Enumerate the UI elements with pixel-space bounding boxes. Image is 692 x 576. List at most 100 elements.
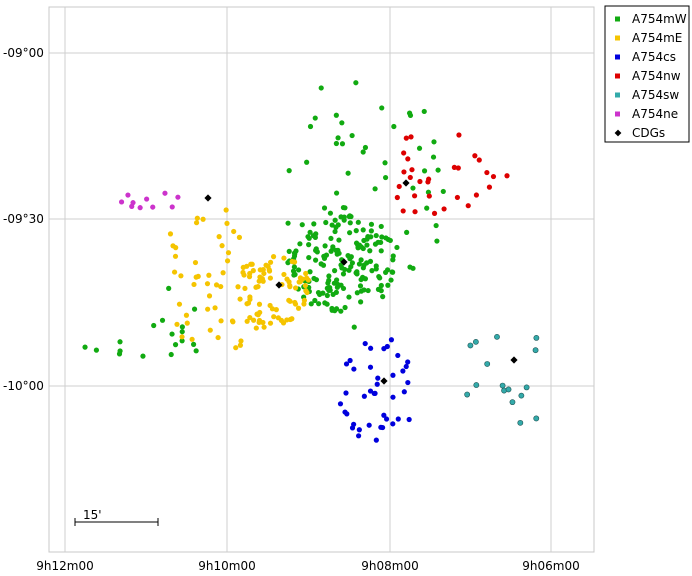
point-a754sw	[464, 391, 471, 398]
point-a754cs	[362, 340, 368, 347]
point-a754mw	[358, 299, 364, 305]
point-a754mw	[353, 228, 359, 234]
axis-ticks: 9h12m00 9h10m00 9h08m00 9h06m00 -09°00 -09°30…	[3, 46, 580, 573]
point-a754me	[261, 270, 267, 277]
point-a754me	[297, 279, 303, 285]
point-a754mw	[193, 348, 199, 354]
point-a754me	[292, 285, 299, 291]
point-a754mw	[345, 170, 351, 176]
point-a754mw	[339, 120, 345, 126]
point-a754cs	[406, 416, 412, 423]
cdg-marker	[402, 179, 410, 187]
point-a754mw	[93, 347, 100, 353]
point-a754mw	[117, 339, 123, 345]
x-tick-label: 9h12m00	[36, 559, 93, 573]
point-a754mw	[191, 306, 198, 312]
point-a754mw	[321, 205, 328, 211]
point-a754mw	[151, 322, 157, 329]
point-a754mw	[431, 139, 437, 145]
legend-label-a754sw: A754sw	[632, 88, 679, 102]
point-a754cs	[379, 424, 386, 431]
point-a754mw	[311, 275, 317, 282]
point-a754sw	[467, 342, 474, 349]
point-a754sw	[472, 338, 479, 345]
point-a754mw	[315, 289, 322, 296]
point-a754mw	[378, 282, 384, 289]
point-a754cs	[367, 364, 374, 370]
point-a754mw	[335, 135, 341, 141]
point-a754sw	[509, 399, 516, 406]
point-a754me	[261, 324, 267, 330]
point-a754mw	[340, 204, 347, 211]
x-tick-label: 9h08m00	[361, 559, 418, 573]
point-a754me	[254, 311, 260, 317]
point-a754mw	[377, 275, 383, 281]
point-a754me	[242, 285, 248, 292]
point-a754cs	[347, 357, 353, 364]
point-a754mw	[375, 286, 382, 292]
point-a754nw	[476, 157, 482, 163]
plot-frame	[48, 6, 595, 553]
point-a754ne	[125, 192, 131, 198]
point-a754me	[250, 268, 256, 274]
point-a754sw	[499, 382, 506, 389]
point-a754mw	[360, 227, 366, 233]
legend-marker-a754cs	[615, 54, 620, 60]
point-a754me	[176, 301, 183, 307]
point-a754me	[244, 318, 250, 324]
point-a754me	[237, 342, 244, 348]
point-a754mw	[362, 276, 369, 282]
point-a754mw	[378, 223, 384, 230]
point-a754ne	[137, 205, 143, 211]
point-a754cs	[375, 375, 381, 381]
point-a754mw	[338, 214, 344, 220]
point-a754me	[257, 274, 263, 280]
point-a754nw	[400, 208, 406, 214]
point-a754mw	[321, 255, 328, 262]
point-a754mw	[365, 287, 371, 294]
point-a754me	[183, 312, 190, 318]
point-a754mw	[388, 277, 394, 283]
point-a754mw	[368, 228, 374, 234]
point-a754nw	[403, 135, 409, 141]
point-a754mw	[290, 268, 297, 274]
point-a754me	[267, 320, 274, 326]
point-a754nw	[417, 178, 423, 185]
point-a754mw	[390, 257, 396, 263]
point-a754mw	[410, 265, 416, 271]
legend-label-a754nw: A754nw	[632, 69, 681, 83]
point-a754mw	[364, 236, 370, 242]
point-a754sw	[505, 386, 512, 393]
point-a754mw	[313, 257, 319, 263]
point-a754me	[270, 254, 277, 260]
point-a754me	[302, 282, 308, 289]
point-a754me	[292, 301, 299, 307]
point-a754mw	[291, 272, 297, 278]
legend: A754mW A754mE A754cs A754nw A754sw A754ne CDGs	[604, 5, 690, 143]
point-a754mw	[338, 308, 344, 314]
point-a754me	[206, 293, 213, 299]
point-a754mw	[358, 257, 364, 263]
point-a754me	[265, 263, 271, 270]
point-a754me	[200, 216, 206, 222]
point-a754mw	[357, 283, 364, 289]
point-a754mw	[323, 219, 329, 226]
point-a754mw	[297, 241, 303, 247]
point-a754mw	[354, 242, 361, 248]
point-a754mw	[360, 149, 366, 155]
point-a754ne	[175, 194, 181, 200]
point-a754cs	[405, 359, 411, 365]
point-a754mw	[435, 167, 441, 173]
point-a754cs	[343, 361, 350, 367]
point-a754mw	[361, 287, 367, 293]
point-a754me	[172, 253, 179, 259]
point-a754cs	[395, 352, 401, 359]
point-a754me	[275, 315, 281, 321]
point-a754cs	[371, 390, 377, 397]
point-a754me	[218, 283, 224, 290]
point-a754mw	[308, 301, 314, 307]
point-a754mw	[430, 154, 437, 160]
point-a754me	[233, 345, 239, 351]
point-a754me	[207, 327, 213, 333]
